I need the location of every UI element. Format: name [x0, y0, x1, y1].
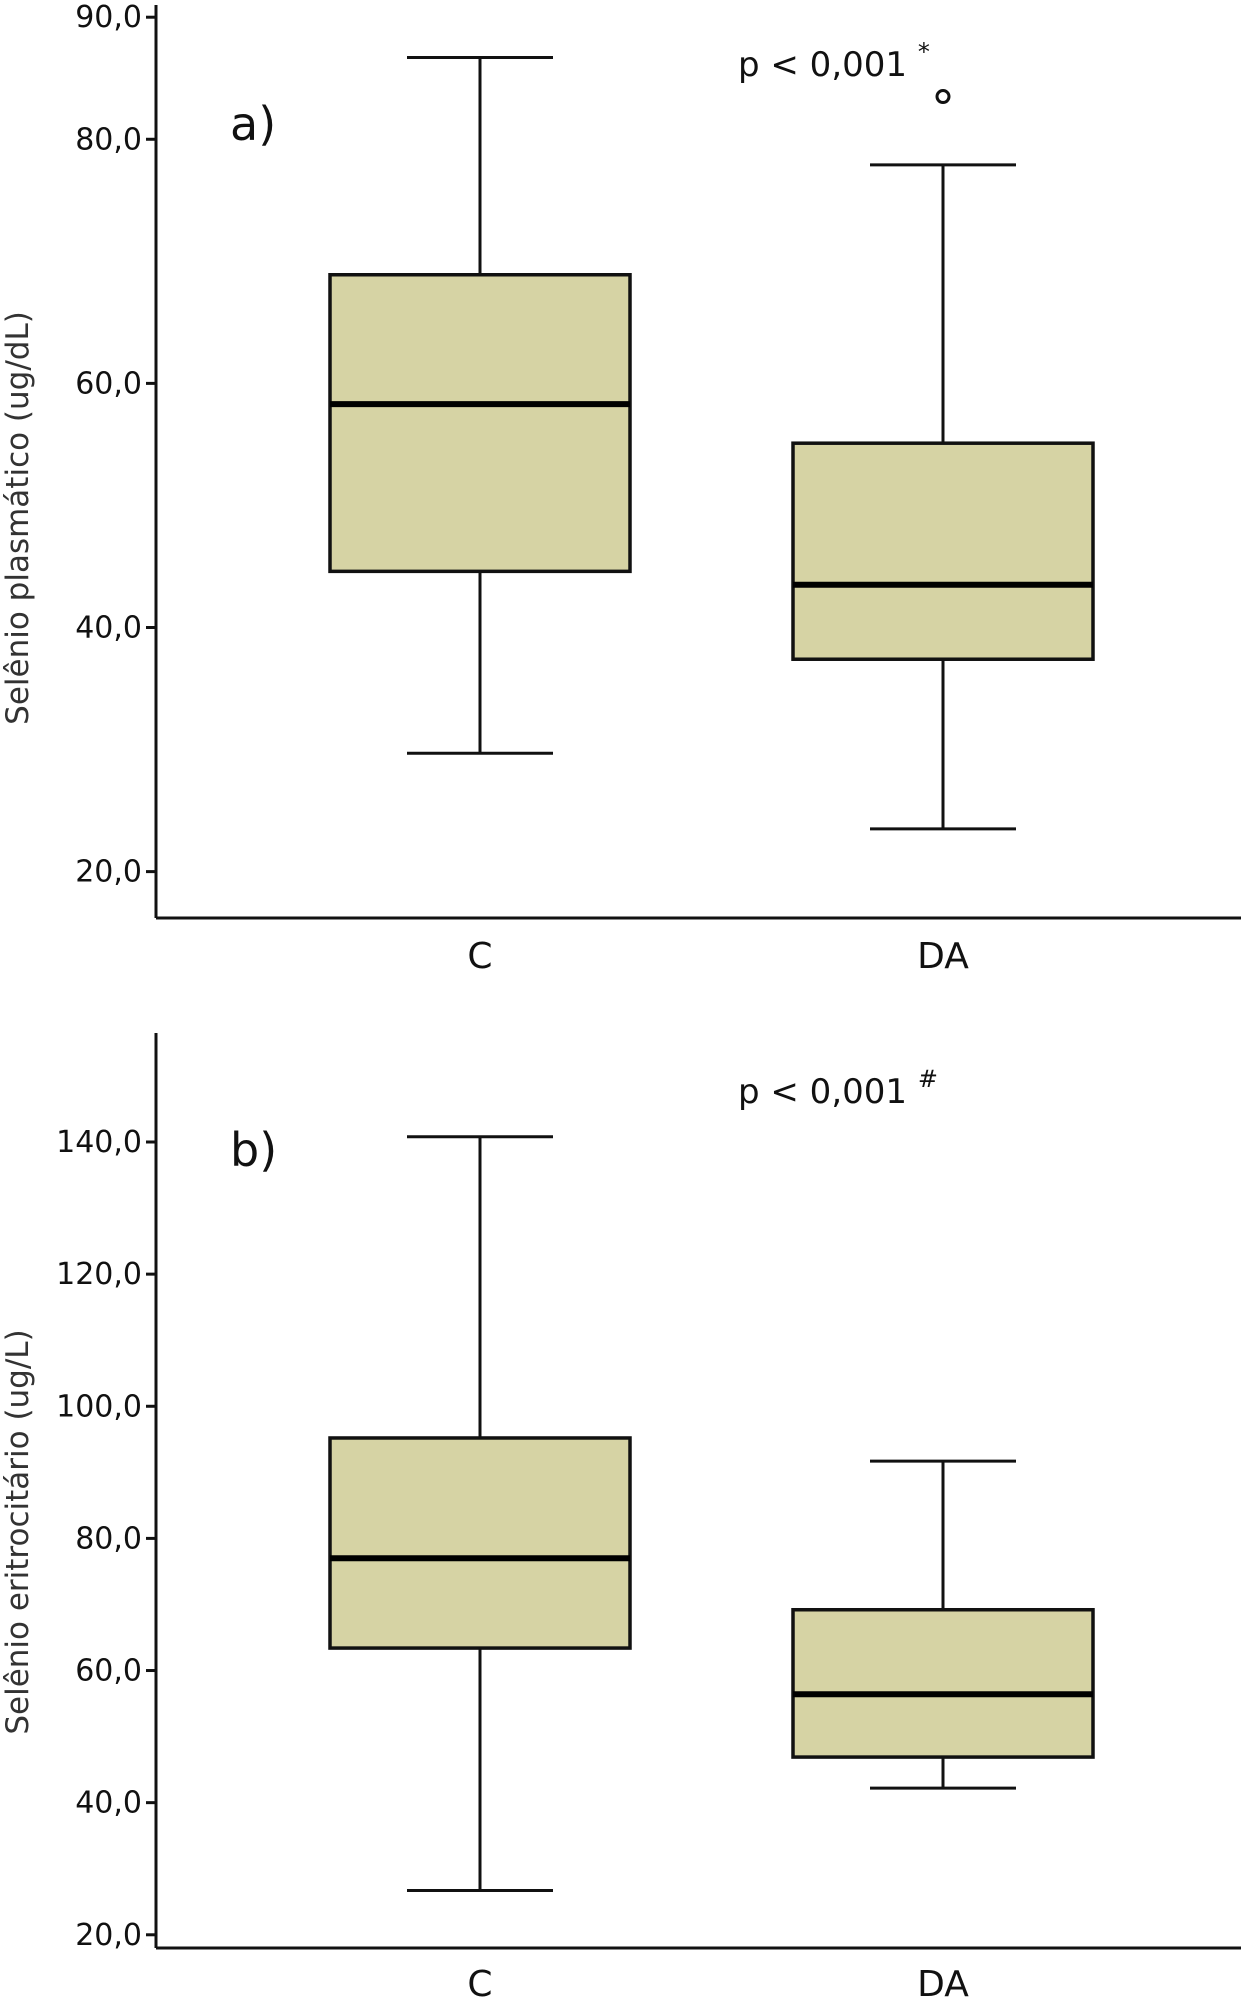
category-label-c: C: [467, 1964, 492, 2000]
y-tick-label: 20,0: [75, 855, 142, 890]
y-ticks: 20,0 40,0 60,0 80,0 90,0: [75, 0, 156, 890]
boxplot-c: [328, 55, 632, 755]
panel-label: b): [230, 1123, 277, 1177]
box-iqr: [328, 273, 632, 574]
p-value-superscript: *: [918, 38, 930, 66]
boxplots: [328, 55, 1095, 831]
y-tick-label: 100,0: [56, 1389, 142, 1424]
category-labels: C DA: [467, 936, 969, 977]
y-tick-label: 60,0: [75, 366, 142, 401]
category-labels: C DA: [467, 1964, 969, 2000]
p-value-superscript: #: [918, 1065, 938, 1093]
y-tick-label: 80,0: [75, 122, 142, 157]
box-iqr: [791, 1607, 1095, 1759]
panel-a: Selênio plasmático (ug/dL) a) p < 0,001 …: [0, 0, 1241, 977]
box-iqr: [791, 441, 1095, 661]
panel-label: a): [230, 97, 276, 151]
boxplots: [328, 1135, 1095, 1893]
y-tick-label: 80,0: [75, 1521, 142, 1556]
y-axis-title: Selênio plasmático (ug/dL): [0, 311, 36, 725]
category-label-c: C: [467, 936, 492, 977]
y-tick-label: 60,0: [75, 1654, 142, 1689]
boxplot-c: [328, 1135, 632, 1893]
boxplot-da: [791, 1459, 1095, 1790]
box-iqr: [328, 1436, 632, 1650]
p-value-annotation: p < 0,001 *: [738, 38, 930, 85]
p-value-annotation: p < 0,001 #: [738, 1065, 938, 1112]
y-tick-label: 120,0: [56, 1257, 142, 1292]
category-label-da: DA: [917, 1964, 969, 2000]
y-tick-label: 140,0: [56, 1125, 142, 1160]
y-tick-label: 40,0: [75, 611, 142, 646]
y-tick-label: 40,0: [75, 1786, 142, 1821]
p-value-text: p < 0,001: [738, 1072, 907, 1112]
y-ticks: 20,0 40,0 60,0 80,0 100,0 120,0 140,0: [56, 1125, 156, 1953]
category-label-da: DA: [917, 936, 969, 977]
y-tick-label: 20,0: [75, 1918, 142, 1953]
p-value-text: p < 0,001: [738, 45, 907, 85]
y-tick-label: 90,0: [75, 0, 142, 35]
panel-b: Selênio eritrocitário (ug/L) b) p < 0,00…: [0, 1033, 1241, 2000]
y-axis-title: Selênio eritrocitário (ug/L): [0, 1329, 36, 1734]
outlier-point: [935, 89, 951, 105]
boxplot-da: [791, 89, 1095, 831]
